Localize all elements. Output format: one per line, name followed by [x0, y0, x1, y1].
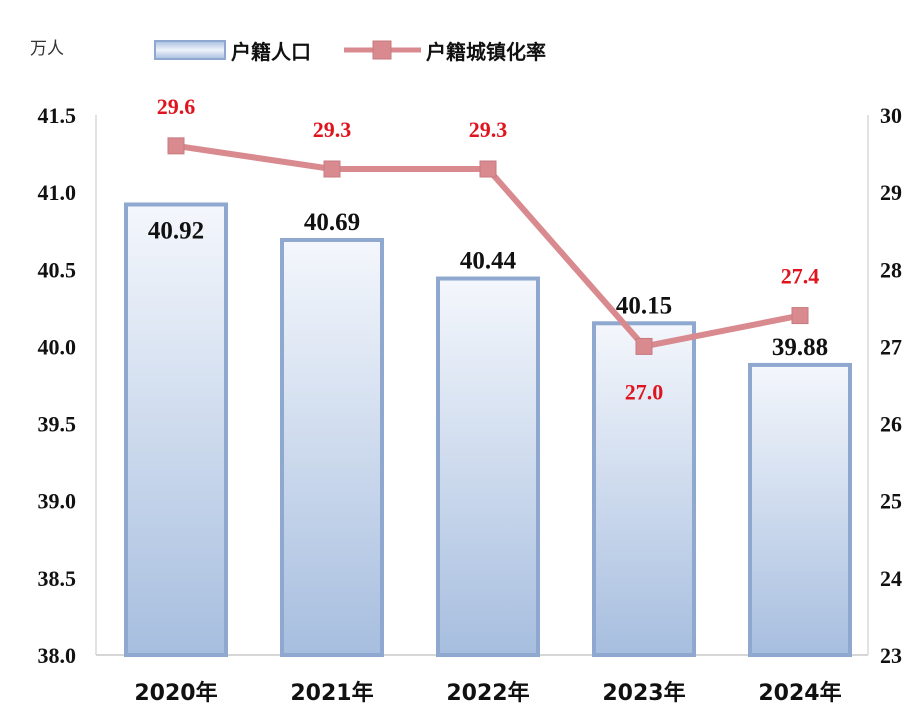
- right-tick-label: 24: [880, 566, 902, 591]
- bar: [436, 276, 540, 657]
- bar-data-label: 40.44: [460, 248, 517, 275]
- left-tick-label: 38.5: [38, 566, 77, 591]
- left-tick-label: 39.0: [38, 489, 77, 514]
- bar-data-label: 40.69: [304, 209, 360, 236]
- bar-data-label: 40.92: [148, 217, 204, 244]
- bar-data-label: 40.15: [616, 292, 672, 319]
- x-tick-label: 2020年: [134, 680, 217, 706]
- right-tick-label: 27: [880, 334, 902, 359]
- rate-point: [323, 160, 341, 178]
- left-tick-label: 41.5: [38, 103, 77, 128]
- right-tick-label: 28: [880, 257, 902, 282]
- legend-swatch-bar: [154, 40, 226, 60]
- left-axis-ticks: 38.0 38.5 39.0 39.5 40.0 40.5 41.0 41.5: [38, 103, 77, 668]
- rate-point: [167, 137, 185, 155]
- left-axis-unit: 万人: [30, 39, 64, 59]
- rate-data-label: 27.4: [781, 264, 820, 289]
- left-tick-label: 40.0: [38, 334, 77, 359]
- rate-data-label: 27.0: [625, 379, 664, 404]
- rate-data-labels: 29.6 29.3 29.3 27.0 27.4: [157, 94, 820, 405]
- rate-point: [635, 337, 653, 355]
- x-tick-label: 2024年: [758, 680, 841, 706]
- x-tick-label: 2023年: [602, 680, 685, 706]
- right-axis-ticks: 23 24 25 26 27 28 29 30: [880, 103, 902, 668]
- right-tick-label: 25: [880, 489, 902, 514]
- bar: [124, 202, 228, 657]
- right-tick-label: 30: [880, 103, 902, 128]
- rate-data-label: 29.3: [469, 117, 508, 142]
- legend-label-line: 户籍城镇化率: [426, 40, 546, 64]
- left-tick-label: 39.5: [38, 412, 77, 437]
- right-tick-label: 29: [880, 180, 902, 205]
- x-tick-label: 2021年: [290, 680, 373, 706]
- left-tick-label: 38.0: [38, 643, 77, 668]
- rate-line-series: [167, 137, 809, 355]
- left-tick-label: 40.5: [38, 257, 77, 282]
- bar: [280, 237, 384, 657]
- legend: 户籍人口 户籍城镇化率: [154, 40, 546, 64]
- left-tick-label: 41.0: [38, 180, 77, 205]
- x-tick-label: 2022年: [446, 680, 529, 706]
- bar: [592, 321, 696, 657]
- bar: [748, 362, 852, 657]
- rate-point: [479, 160, 497, 178]
- bar-series: [124, 202, 852, 657]
- bar-data-label: 39.88: [772, 334, 828, 361]
- rate-point: [791, 307, 809, 325]
- legend-label-bar: 户籍人口: [231, 40, 311, 64]
- x-axis-categories: 2020年 2021年 2022年 2023年 2024年: [134, 680, 841, 706]
- right-tick-label: 26: [880, 412, 902, 437]
- bar-data-labels: 40.92 40.69 40.44 40.15 39.88: [148, 209, 828, 361]
- legend-swatch-marker: [372, 40, 392, 60]
- rate-data-label: 29.3: [313, 117, 352, 142]
- rate-data-label: 29.6: [157, 94, 196, 119]
- right-tick-label: 23: [880, 643, 902, 668]
